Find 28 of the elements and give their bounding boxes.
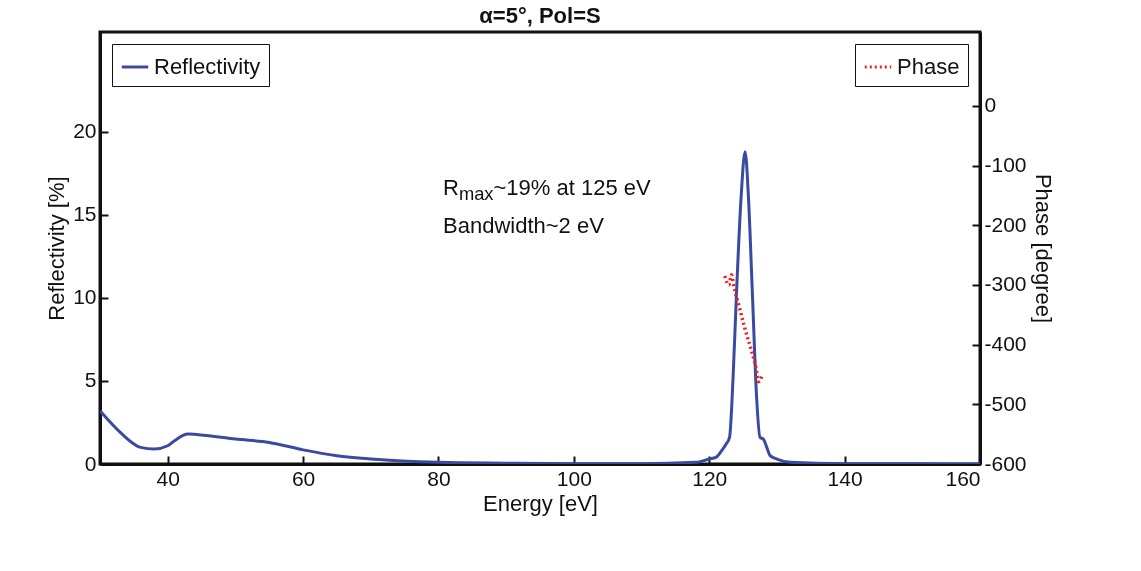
x-tick-label: 140 [827,466,863,490]
y-tick-label: 10 [73,285,97,309]
x-tick-label: 160 [945,466,981,490]
y-tick-label: 20 [73,119,97,143]
chart-title: α=5°, Pol=S [479,3,601,28]
y2-tick-label: -200 [984,212,1027,236]
line-series [723,273,764,384]
y2-axis-title: Phase [degree] [1030,173,1056,324]
x-tick-label: 120 [692,466,728,490]
y2-tick-label: -100 [984,153,1027,177]
legend-label: Reflectivity [154,54,261,79]
x-tick-label: 40 [156,466,180,490]
y2-tick-label: 0 [984,93,997,117]
y2-tick-label: -500 [984,391,1027,415]
x-tick-label: 100 [556,466,592,490]
y2-tick-label: -300 [984,272,1027,296]
y2-tick-label: -600 [984,451,1027,475]
annotation: Bandwidth~2 eV [443,212,605,241]
y-tick-label: 0 [84,451,97,475]
y-tick-label: 5 [84,368,97,392]
annotation: R$_{max}$~19% at 125 eV [443,174,651,207]
x-axis-title: Energy [eV] [483,490,598,516]
y-axis-title: Reflectivity [%] [44,176,70,321]
x-tick-label: 80 [427,466,451,490]
x-tick-label: 60 [291,466,316,490]
y-tick-label: 15 [73,202,97,226]
y2-tick-label: -400 [984,332,1027,356]
legend-label: Phase [897,54,960,79]
